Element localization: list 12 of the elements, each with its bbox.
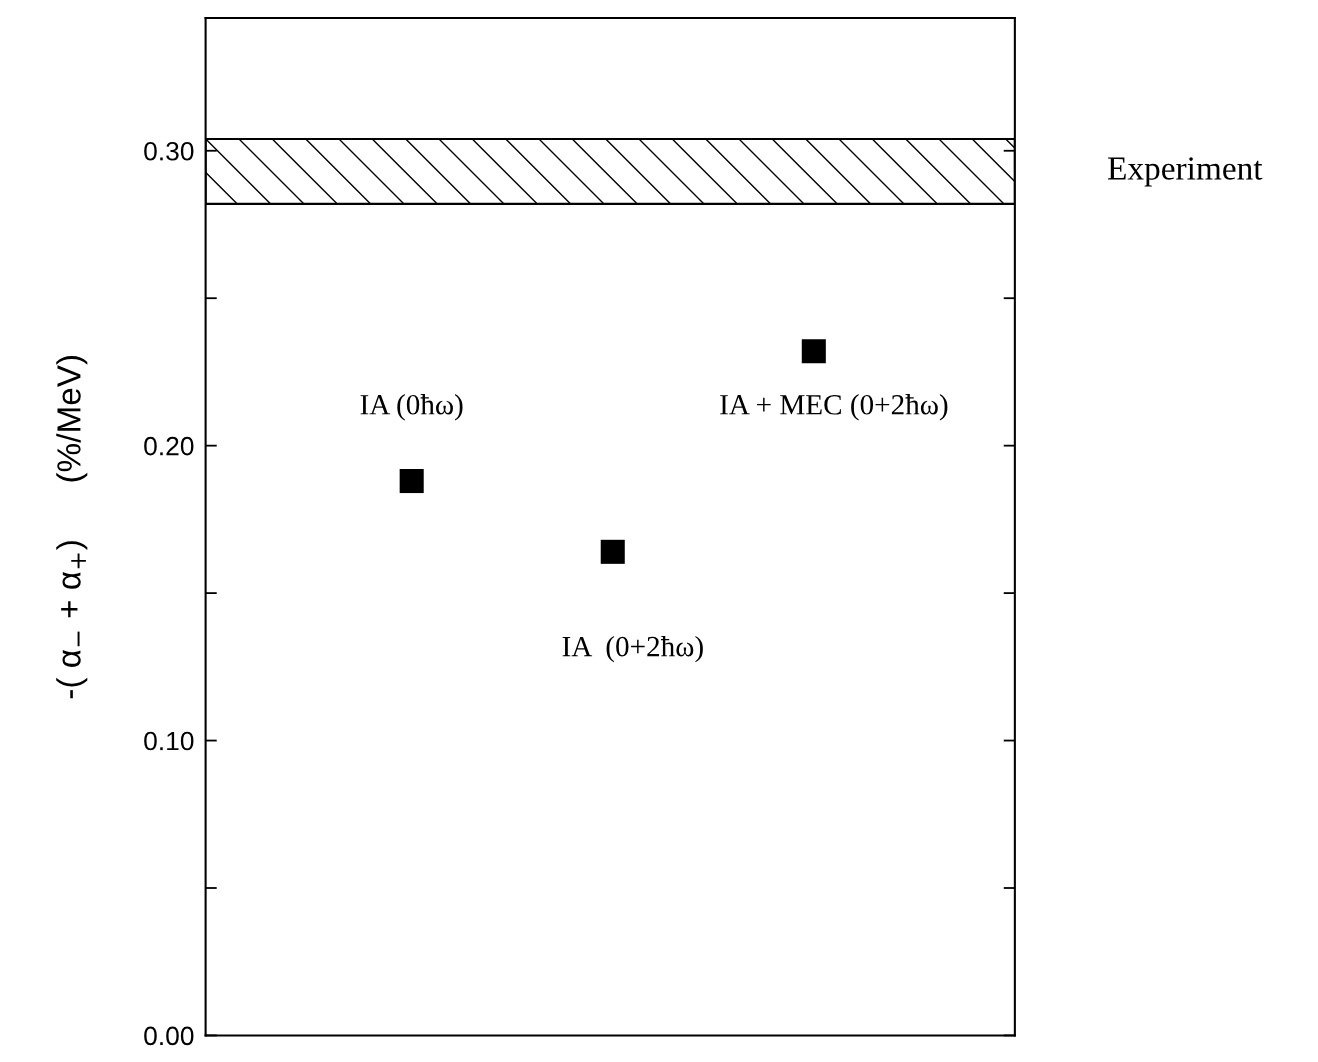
y-tick-label: 0.10 [144,731,194,751]
y-tick-label: 0.30 [144,141,194,161]
annotation: IA + MEC (0+2ħω) [720,394,948,421]
point [600,539,625,564]
y-tick-label: 0.20 [144,436,194,456]
point [399,469,424,494]
annotation: IA (0ħω) [360,394,463,421]
y-tick-label: 0.00 [144,1026,194,1046]
point [801,339,826,364]
y-axis-title: -( α$_{−}$ + α$_{+}$) (%/MeV) [56,355,88,699]
annotation: IA (0+2ħω) [562,635,703,663]
band-label: Experiment [1108,157,1263,187]
